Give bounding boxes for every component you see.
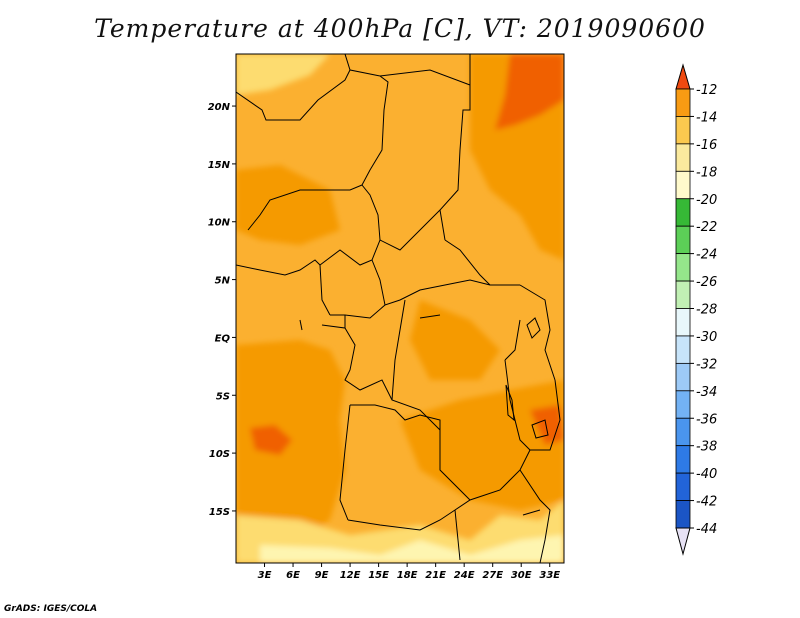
map-title: Temperature at 400hPa [C], VT: 201909060… xyxy=(94,14,706,43)
colorbar: -12 -14 -16 -18 -20 -22 -24 -26 -28 -30 -32 -34 -36 -… xyxy=(675,63,717,556)
colorbar-bin xyxy=(675,445,691,474)
colorbar-bin xyxy=(675,417,691,447)
map-frame xyxy=(235,53,565,564)
warm-region-center xyxy=(410,300,500,380)
longitude-axis: 3E 6E 9E 12E 15E 18E 21E 24E 27E 30E 33E xyxy=(258,563,560,581)
lon-tick-label: 15E xyxy=(368,570,389,581)
lon-tick-label: 33E xyxy=(539,570,560,581)
colorbar-label: -32 xyxy=(696,357,717,372)
colorbar-bin xyxy=(675,225,691,255)
colorbar-label: -18 xyxy=(696,165,717,180)
colorbar-bin xyxy=(675,390,691,419)
colorbar-label: -22 xyxy=(696,220,717,235)
cool-region-northwest xyxy=(236,54,330,95)
warm-region-southeast xyxy=(400,380,564,510)
colorbar-label: -44 xyxy=(696,522,717,537)
lat-tick-label: 10N xyxy=(208,218,231,229)
colorbar-bin xyxy=(675,308,691,337)
country-boundaries xyxy=(236,54,561,563)
colorbar-label: -40 xyxy=(696,467,717,482)
coolest-region-south xyxy=(260,535,564,563)
colorbar-bin xyxy=(675,116,691,145)
warm-region-southwest xyxy=(236,340,345,545)
colorbar-label: -16 xyxy=(696,138,717,153)
colorbar-label: -34 xyxy=(696,385,717,400)
colorbar-bin xyxy=(675,362,691,392)
colorbar-upper-arrow xyxy=(675,63,691,90)
colorbar-bin xyxy=(675,253,691,282)
temperature-field xyxy=(236,54,564,563)
colorbar-label: -20 xyxy=(696,193,717,208)
colorbar-label: -12 xyxy=(696,83,717,98)
lat-tick-label: 10S xyxy=(209,449,230,460)
lon-tick-label: 18E xyxy=(397,570,418,581)
colorbar-bin xyxy=(675,280,691,309)
colorbar-bin xyxy=(675,472,691,501)
colorbar-label: -14 xyxy=(696,110,717,125)
lat-tick-label: 20N xyxy=(208,102,231,113)
lon-tick-label: 27E xyxy=(482,570,503,581)
colorbar-label: -42 xyxy=(696,495,717,510)
colorbar-label: -28 xyxy=(696,303,717,318)
lon-tick-label: 6E xyxy=(286,570,300,581)
lat-tick-label: 15N xyxy=(208,160,231,171)
lat-tick-label: 15S xyxy=(209,507,230,518)
warmest-region-northeast xyxy=(495,54,564,130)
lat-tick-label: 5N xyxy=(215,276,231,287)
colorbar-label: -26 xyxy=(696,275,717,290)
warm-region-west xyxy=(236,165,340,245)
colorbar-label: -30 xyxy=(696,330,717,345)
colorbar-lower-arrow xyxy=(675,527,691,556)
colorbar-label: -36 xyxy=(696,412,717,427)
lon-tick-label: 30E xyxy=(511,570,532,581)
colorbar-label: -38 xyxy=(696,440,717,455)
colorbar-bin xyxy=(675,143,691,172)
warmest-region-southwest xyxy=(250,425,292,455)
colorbar-bin xyxy=(675,198,691,227)
colorbar-bin xyxy=(675,88,691,117)
lat-tick-label: EQ xyxy=(215,333,231,344)
lon-tick-label: 21E xyxy=(425,570,446,581)
lat-tick-label: 5S xyxy=(216,391,230,402)
colorbar-label: -24 xyxy=(696,248,717,263)
lon-tick-label: 24E xyxy=(454,570,475,581)
colorbar-bin xyxy=(675,500,691,529)
latitude-axis: 20N 15N 10N 5N EQ 5S 10S 15S xyxy=(208,102,236,518)
colorbar-bin xyxy=(675,170,691,200)
colorbar-bin xyxy=(675,335,691,364)
lon-tick-label: 3E xyxy=(258,570,272,581)
lakes xyxy=(299,314,549,516)
cool-region-south xyxy=(236,500,564,563)
lon-tick-label: 9E xyxy=(315,570,329,581)
grads-credit: GrADS: IGES/COLA xyxy=(4,604,98,614)
lon-tick-label: 12E xyxy=(340,570,361,581)
